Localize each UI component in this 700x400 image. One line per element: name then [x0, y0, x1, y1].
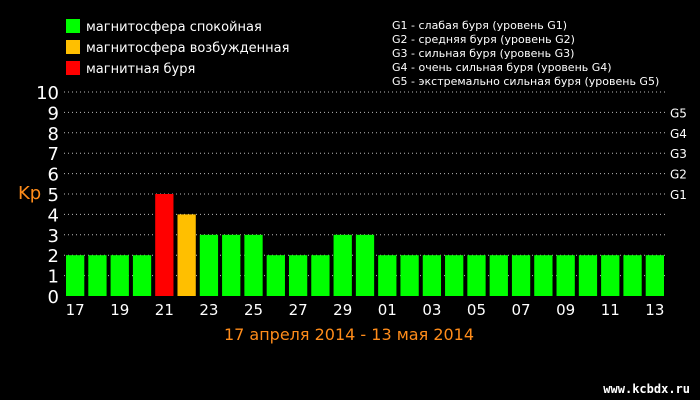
storm-tick-label: G1 [670, 188, 687, 202]
y-tick-label: 0 [48, 287, 59, 308]
bar-07 [511, 255, 531, 296]
bar-26 [266, 255, 285, 296]
y-tick-label: 5 [48, 185, 59, 206]
y-tick-label: 1 [48, 267, 59, 288]
date-range-label: 17 апреля 2014 - 13 мая 2014 [224, 325, 474, 344]
x-tick-label: 13 [645, 301, 664, 319]
legend-label-storm: магнитная буря [86, 62, 195, 77]
bar-05 [467, 255, 486, 296]
bar-24 [222, 234, 241, 296]
legend-swatch-active [66, 40, 80, 54]
bar-28 [311, 255, 330, 296]
x-tick-label: 19 [110, 301, 129, 319]
bar-04 [445, 255, 464, 296]
x-tick-labels: 17 19 21 23 25 27 29 01 03 05 07 09 11 13 [66, 301, 665, 319]
x-tick-label: 23 [199, 301, 218, 319]
y-tick-label: 7 [48, 144, 59, 165]
bar-03 [422, 255, 442, 296]
bar-27 [288, 255, 308, 296]
bar-11 [601, 255, 620, 296]
bars [66, 194, 664, 296]
x-tick-label: 03 [422, 301, 441, 319]
storm-tick-labels: G1 G2 G3 G4 G5 [670, 106, 687, 202]
bar-02 [400, 255, 419, 296]
y-tick-label: 2 [48, 246, 59, 267]
y-tick-label: 3 [48, 226, 59, 247]
storm-level-g2: G2 - средняя буря (уровень G2) [392, 33, 575, 46]
bar-06 [489, 255, 508, 296]
bar-18 [88, 255, 107, 296]
y-tick-label: 8 [48, 124, 59, 145]
bar-19 [110, 255, 129, 296]
x-tick-label: 11 [601, 301, 620, 319]
legend-label-active: магнитосфера возбужденная [86, 41, 289, 56]
storm-tick-label: G4 [670, 127, 687, 141]
legend: магнитосфера спокойная магнитосфера возб… [66, 19, 289, 77]
x-tick-label: 09 [556, 301, 575, 319]
watermark: www.kcbdx.ru [603, 382, 690, 396]
y-tick-label: 4 [48, 205, 59, 226]
bar-29 [333, 234, 352, 296]
y-tick-label: 9 [48, 103, 59, 124]
legend-swatch-quiet [66, 19, 80, 33]
x-tick-label: 01 [378, 301, 397, 319]
legend-swatch-storm [66, 61, 80, 75]
storm-level-g5: G5 - экстремально сильная буря (уровень … [392, 75, 659, 88]
legend-label-quiet: магнитосфера спокойная [86, 20, 262, 35]
y-tick-label: 6 [48, 165, 59, 186]
x-tick-label: 17 [66, 301, 85, 319]
y-tick-label: 10 [36, 83, 59, 104]
x-tick-label: 07 [512, 301, 531, 319]
bar-30 [355, 234, 375, 296]
bar-22 [177, 214, 196, 296]
bar-08 [534, 255, 553, 296]
storm-level-g1: G1 - слабая буря (уровень G1) [392, 19, 567, 32]
x-tick-label: 05 [467, 301, 486, 319]
x-tick-label: 29 [333, 301, 352, 319]
y-axis-label: Kp [18, 183, 41, 204]
storm-level-g4: G4 - очень сильная буря (уровень G4) [392, 61, 612, 74]
bar-21 [155, 194, 174, 296]
storm-levels: G1 - слабая буря (уровень G1) G2 - средн… [392, 19, 659, 88]
bar-17 [66, 255, 85, 296]
bar-25 [244, 234, 263, 296]
x-tick-label: 27 [289, 301, 308, 319]
x-tick-label: 25 [244, 301, 263, 319]
bar-13 [645, 255, 664, 296]
bar-01 [378, 255, 397, 296]
bar-09 [556, 255, 575, 296]
bar-12 [623, 255, 642, 296]
storm-level-g3: G3 - сильная буря (уровень G3) [392, 47, 574, 60]
storm-tick-label: G2 [670, 168, 687, 182]
storm-tick-label: G3 [670, 147, 687, 161]
bar-10 [578, 255, 598, 296]
bar-20 [132, 255, 152, 296]
bar-23 [199, 234, 219, 296]
storm-tick-label: G5 [670, 106, 687, 120]
x-tick-label: 21 [155, 301, 174, 319]
